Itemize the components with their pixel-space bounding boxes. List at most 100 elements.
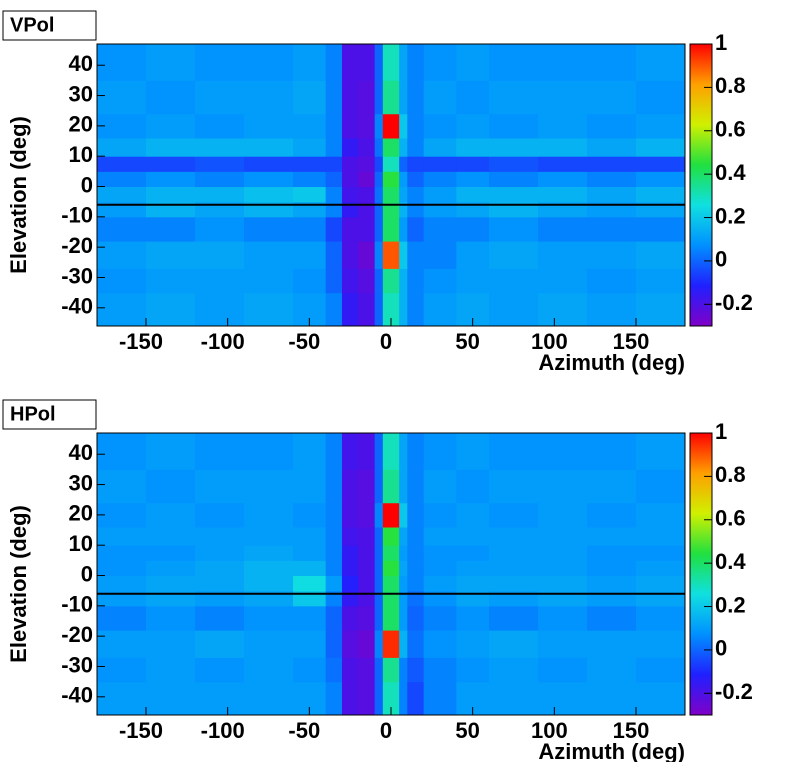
title-box: [2, 10, 97, 41]
heat-cell: [293, 560, 327, 577]
x-axis-label: Azimuth (deg): [538, 739, 685, 762]
heat-cell: [374, 171, 384, 188]
heat-cell: [293, 433, 327, 470]
chart-title: VPol: [10, 14, 54, 36]
heat-cell: [195, 113, 245, 139]
heat-cell: [399, 171, 408, 188]
heat-cell: [399, 113, 408, 139]
heat-cell: [244, 156, 294, 172]
y-tick-label: 20: [69, 501, 93, 526]
heat-cell: [325, 657, 343, 683]
heat-cell: [146, 241, 196, 269]
y-tick-label: -10: [61, 592, 93, 617]
heat-cell: [489, 560, 539, 577]
heat-cell: [456, 241, 490, 269]
heat-cell: [538, 657, 588, 683]
colorbar-tick-label: 0.4: [715, 549, 746, 574]
heat-cell: [489, 171, 539, 188]
heat-cell: [342, 171, 359, 188]
heat-cell: [374, 292, 384, 326]
heat-cell: [538, 138, 588, 157]
heat-cell: [538, 156, 588, 172]
heat-cell: [358, 469, 376, 504]
heat-cell: [374, 201, 384, 218]
heat-cell: [374, 469, 384, 504]
colorbar-tick-label: 0: [715, 247, 727, 272]
heat-cell: [342, 216, 359, 242]
heat-cell: [374, 590, 384, 607]
heat-cell: [342, 681, 359, 715]
heat-cell: [244, 113, 294, 139]
heat-cell: [146, 292, 196, 326]
heat-cell: [587, 502, 637, 528]
x-tick-label: -100: [201, 329, 245, 354]
heat-cell: [342, 433, 359, 470]
heat-cell: [146, 630, 196, 658]
heat-cell: [423, 681, 457, 715]
heat-cell: [399, 527, 408, 546]
heat-cell: [195, 575, 245, 592]
y-tick-label: 30: [69, 470, 93, 495]
heat-cell: [97, 138, 147, 157]
heat-cell: [146, 186, 196, 203]
heat-cell: [587, 433, 637, 470]
heat-cell: [407, 527, 425, 546]
heat-cell: [374, 527, 384, 546]
y-tick-label: -40: [61, 294, 93, 319]
heat-cell: [587, 605, 637, 631]
heat-cell: [342, 186, 359, 203]
heat-cell: [358, 138, 376, 157]
heat-cell: [195, 186, 245, 203]
heat-cell: [342, 44, 359, 81]
heat-cell: [456, 502, 490, 528]
heat-cell: [489, 138, 539, 157]
heat-cell: [244, 545, 294, 561]
heat-cell: [587, 657, 637, 683]
heat-cell: [538, 469, 588, 504]
heat-cell: [399, 44, 408, 81]
heat-cell: [489, 216, 539, 242]
heat-cell: [636, 171, 685, 188]
heat-cell: [456, 138, 490, 157]
heat-cell: [399, 575, 408, 592]
heat-cell: [382, 605, 400, 631]
heat-cell: [538, 681, 588, 715]
heat-cell: [489, 502, 539, 528]
heat-cell: [293, 241, 327, 269]
heat-cell: [423, 138, 457, 157]
heat-cell: [399, 605, 408, 631]
y-axis-label: Elevation (deg): [6, 116, 31, 274]
heat-cell: [374, 186, 384, 203]
heat-cell: [423, 80, 457, 115]
heat-cell: [358, 630, 376, 658]
heat-cell: [538, 527, 588, 546]
y-tick-label: 20: [69, 112, 93, 137]
heat-cell: [587, 268, 637, 294]
heat-cell: [325, 241, 343, 269]
heat-cell: [407, 469, 425, 504]
heat-cell: [195, 681, 245, 715]
heat-cell: [407, 560, 425, 577]
heat-cell: [423, 657, 457, 683]
heat-cell: [407, 171, 425, 188]
heat-cell: [489, 186, 539, 203]
heat-cell: [456, 171, 490, 188]
heat-cell: [399, 433, 408, 470]
heat-cell: [374, 681, 384, 715]
heat-cell: [636, 433, 685, 470]
heat-cell: [195, 216, 245, 242]
heat-cell: [399, 657, 408, 683]
heat-cell: [382, 171, 400, 188]
heat-cell: [382, 186, 400, 203]
heat-cell: [489, 545, 539, 561]
y-tick-label: -30: [61, 263, 93, 288]
heat-cell: [407, 268, 425, 294]
colorbar-tick-label: -0.2: [715, 290, 753, 315]
colorbar-tick-label: -0.2: [715, 679, 753, 704]
heat-cell: [146, 657, 196, 683]
heat-cell: [146, 80, 196, 115]
heat-cell: [244, 138, 294, 157]
heat-cell: [374, 545, 384, 561]
heat-cell: [244, 292, 294, 326]
